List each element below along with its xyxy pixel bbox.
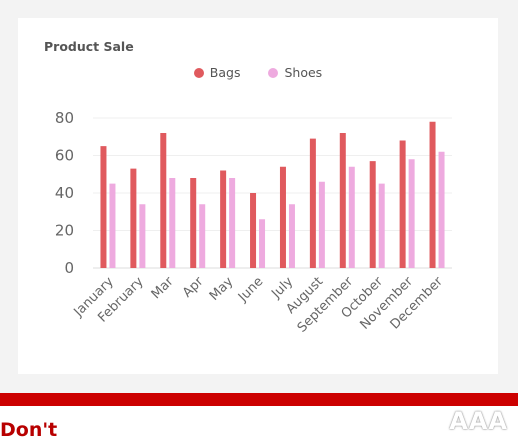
bar-bags[interactable]: [130, 168, 137, 268]
y-tick-label: 40: [55, 184, 74, 202]
bar-bags[interactable]: [369, 161, 376, 268]
legend-item-shoes[interactable]: Shoes: [268, 65, 322, 80]
bar-bags[interactable]: [399, 140, 406, 269]
bar-bags[interactable]: [339, 133, 346, 268]
legend-item-bags[interactable]: Bags: [193, 65, 241, 80]
bar-shoes[interactable]: [259, 219, 266, 268]
bar-shoes[interactable]: [348, 166, 355, 268]
dont-label: Don't: [0, 419, 58, 441]
bar-bags[interactable]: [160, 133, 167, 268]
chart-card: Product Sale Bags Shoes 0 20 40 60 80 January…: [18, 18, 498, 374]
bar-shoes[interactable]: [169, 178, 176, 268]
footer-red-bar: [0, 393, 518, 406]
bar-shoes[interactable]: [229, 178, 236, 268]
x-tick-label: Mar: [149, 274, 177, 302]
legend-label-shoes: Shoes: [284, 65, 323, 80]
x-tick-label: June: [235, 274, 266, 305]
y-tick-label: 0: [64, 259, 74, 277]
chart-legend: Bags Shoes: [18, 65, 498, 80]
watermark-logo: AAA: [449, 407, 508, 435]
bar-bags[interactable]: [220, 170, 227, 269]
y-tick-label: 60: [55, 147, 74, 165]
y-tick-label: 20: [55, 222, 74, 240]
bar-shoes[interactable]: [408, 159, 415, 268]
legend-swatch-shoes: [268, 68, 279, 78]
bar-shoes[interactable]: [438, 151, 445, 268]
x-tick-label: May: [207, 274, 237, 304]
bar-shoes[interactable]: [378, 183, 385, 268]
y-tick-label: 80: [55, 109, 74, 127]
bar-bags[interactable]: [279, 166, 286, 268]
bar-bags[interactable]: [100, 146, 107, 268]
bar-shoes[interactable]: [109, 183, 116, 268]
bar-bags[interactable]: [309, 138, 316, 268]
legend-swatch-bags: [193, 68, 204, 78]
bar-bags[interactable]: [250, 193, 257, 268]
bar-bags[interactable]: [429, 121, 436, 268]
bar-shoes[interactable]: [288, 204, 295, 268]
bar-shoes[interactable]: [139, 204, 146, 268]
bar-shoes[interactable]: [199, 204, 206, 268]
footer-area: [0, 406, 518, 446]
bar-shoes[interactable]: [318, 181, 325, 268]
legend-label-bags: Bags: [209, 65, 241, 80]
x-tick-label: Apr: [180, 274, 207, 301]
bar-bags[interactable]: [190, 178, 197, 268]
chart-title: Product Sale: [44, 39, 134, 54]
